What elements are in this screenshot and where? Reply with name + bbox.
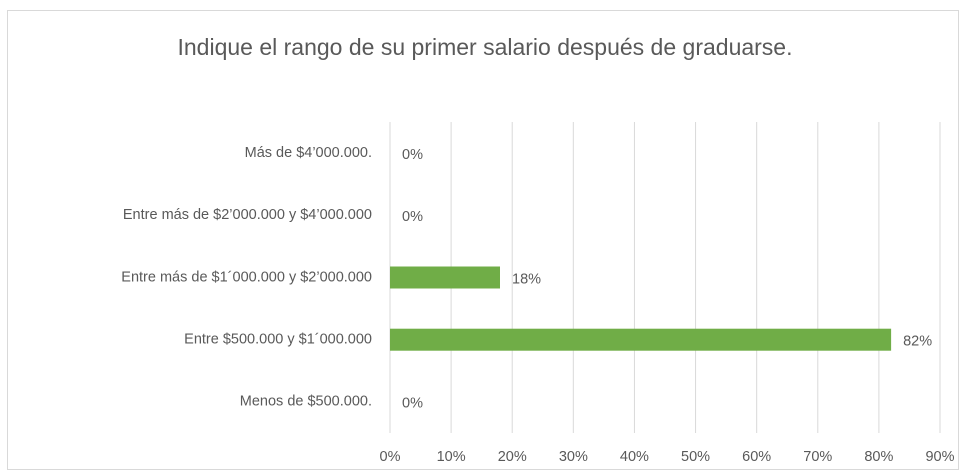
x-tick-label: 0% xyxy=(380,449,401,465)
y-tick-label: Entre más de $1´000.000 y $2’000.000 xyxy=(121,269,372,285)
value-label: 82% xyxy=(903,334,932,350)
y-tick-label: Entre $500.000 y $1´000.000 xyxy=(184,332,372,348)
x-tick-label: 90% xyxy=(925,449,954,465)
y-tick-label: Más de $4’000.000. xyxy=(245,145,372,161)
x-tick-label: 50% xyxy=(681,449,710,465)
x-tick-label: 20% xyxy=(498,449,527,465)
value-label: 0% xyxy=(402,209,423,225)
x-tick-label: 60% xyxy=(742,449,771,465)
bar xyxy=(390,266,500,289)
value-label: 0% xyxy=(402,396,423,412)
chart-frame xyxy=(7,10,959,470)
y-tick-label: Menos de $500.000. xyxy=(240,394,372,410)
x-tick-label: 70% xyxy=(803,449,832,465)
x-tick-label: 10% xyxy=(437,449,466,465)
x-tick-label: 40% xyxy=(620,449,649,465)
x-tick-label: 30% xyxy=(559,449,588,465)
bar xyxy=(390,328,892,351)
y-tick-label: Entre más de $2’000.000 y $4’000.000 xyxy=(123,207,372,223)
chart-title: Indique el rango de su primer salario de… xyxy=(177,34,793,60)
x-tick-label: 80% xyxy=(864,449,893,465)
value-label: 18% xyxy=(512,271,541,287)
value-label: 0% xyxy=(402,147,423,163)
